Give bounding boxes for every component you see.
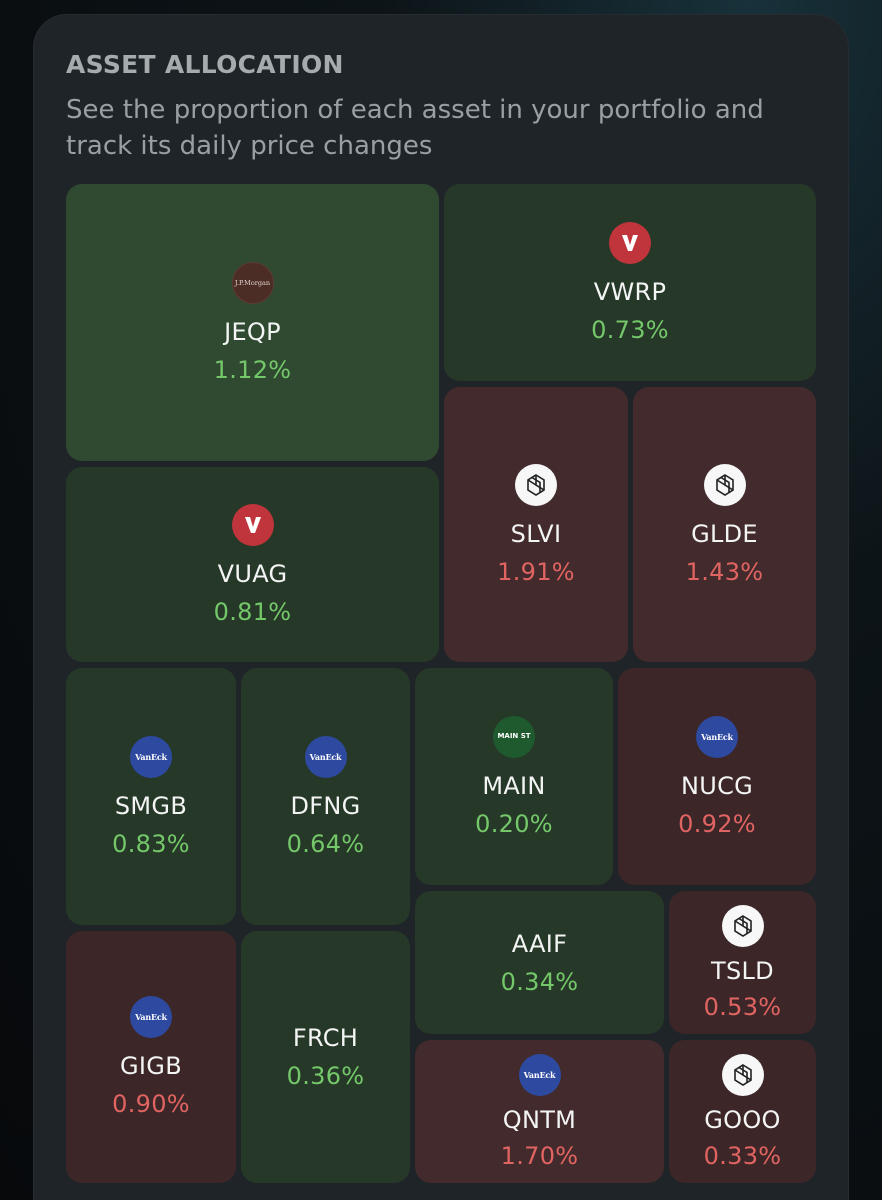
ticker-label: GLDE	[691, 519, 758, 548]
tile-aaif[interactable]: AAIF 0.34%	[415, 891, 664, 1034]
tile-slvi[interactable]: SLVI 1.91%	[444, 387, 628, 662]
change-value: 0.73%	[591, 315, 669, 344]
tile-qntm[interactable]: VanEck QNTM 1.70%	[415, 1040, 664, 1183]
ticker-label: JEQP	[224, 317, 281, 346]
ticker-label: SLVI	[510, 519, 562, 548]
ticker-label: DFNG	[290, 791, 361, 820]
tile-gigb[interactable]: VanEck GIGB 0.90%	[66, 931, 236, 1183]
tile-nucg[interactable]: VanEck NUCG 0.92%	[618, 668, 816, 885]
change-value: 0.90%	[112, 1090, 190, 1118]
change-value: 1.43%	[685, 557, 764, 586]
section-title: ASSET ALLOCATION	[66, 50, 344, 79]
tile-jeqp[interactable]: J.P.Morgan JEQP 1.12%	[66, 184, 439, 461]
tile-frch[interactable]: FRCH 0.36%	[241, 931, 410, 1183]
change-value: 0.20%	[475, 809, 553, 838]
leverage-shares-logo-icon	[721, 1053, 764, 1096]
ticker-label: MAIN	[482, 771, 546, 800]
vaneck-logo-icon: VanEck	[304, 735, 347, 778]
change-value: 0.92%	[678, 809, 756, 838]
ticker-label: GIGB	[120, 1052, 182, 1080]
ishares-logo-icon	[703, 463, 746, 506]
mainst-logo-icon: MAIN ST	[493, 715, 535, 758]
ticker-label: SMGB	[114, 791, 188, 820]
ticker-label: NUCG	[680, 771, 754, 800]
ticker-label: FRCH	[292, 1024, 359, 1052]
vaneck-logo-icon: VanEck	[696, 715, 738, 758]
vaneck-logo-icon: VanEck	[130, 996, 172, 1038]
tile-glde[interactable]: GLDE 1.43%	[633, 387, 816, 662]
tile-gooo[interactable]: GOOO 0.33%	[669, 1040, 816, 1183]
tile-smgb[interactable]: VanEck SMGB 0.83%	[66, 668, 236, 925]
change-value: 0.81%	[213, 597, 292, 626]
section-subtitle: See the proportion of each asset in your…	[66, 95, 764, 161]
ticker-label: AAIF	[511, 929, 568, 958]
change-value: 0.64%	[286, 829, 365, 858]
change-value: 0.83%	[112, 829, 190, 858]
ticker-label: QNTM	[502, 1105, 577, 1134]
change-value: 0.53%	[703, 992, 782, 1021]
tile-vwrp[interactable]: VWRP 0.73%	[444, 184, 816, 381]
vaneck-logo-icon: VanEck	[518, 1053, 561, 1096]
tile-vuag[interactable]: VUAG 0.81%	[66, 467, 439, 662]
tile-tsld[interactable]: TSLD 0.53%	[669, 891, 816, 1034]
change-value: 0.33%	[703, 1141, 782, 1170]
change-value: 1.91%	[497, 557, 575, 586]
change-value: 1.70%	[500, 1141, 579, 1170]
tile-main[interactable]: MAIN ST MAIN 0.20%	[415, 668, 613, 885]
change-value: 0.36%	[286, 1062, 365, 1090]
leverage-shares-logo-icon	[721, 904, 764, 947]
vanguard-logo-icon	[231, 503, 274, 546]
ticker-label: TSLD	[711, 956, 774, 985]
ishares-logo-icon	[515, 463, 557, 506]
change-value: 1.12%	[213, 355, 292, 384]
ticker-label: VUAG	[217, 559, 288, 588]
change-value: 0.34%	[500, 967, 579, 996]
vanguard-logo-icon	[609, 221, 651, 264]
tile-dfng[interactable]: VanEck DFNG 0.64%	[241, 668, 410, 925]
ticker-label: VWRP	[593, 277, 667, 306]
ticker-label: GOOO	[704, 1105, 781, 1134]
vaneck-logo-icon: VanEck	[130, 735, 172, 778]
jpmorgan-logo-icon: J.P.Morgan	[231, 261, 274, 304]
